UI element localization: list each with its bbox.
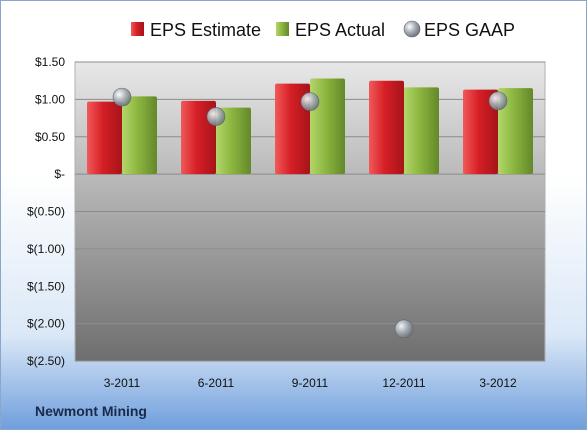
gaap-markers xyxy=(112,87,508,339)
estimate-bar xyxy=(463,89,498,175)
legend-label: EPS Actual xyxy=(295,20,385,40)
estimate-bar xyxy=(275,83,310,175)
estimate-bar xyxy=(369,80,404,175)
x-tick-label: 3-2012 xyxy=(479,376,517,390)
legend-label: EPS GAAP xyxy=(424,20,515,40)
y-tick-label: $(1.00) xyxy=(27,242,65,256)
estimate-bar xyxy=(87,101,122,175)
x-tick-label: 3-2011 xyxy=(104,376,141,390)
actual-bar xyxy=(404,87,439,175)
y-axis-ticks: $1.50 $1.00 $0.50 $- $(0.50) $(1.00) $(1.50) $(… xyxy=(27,55,65,368)
y-tick-label: $(2.50) xyxy=(27,354,65,368)
gaap-marker xyxy=(206,107,226,126)
legend-gaap-swatch xyxy=(403,20,421,38)
x-axis-ticks: 3-2011 6-2011 9-2011 12-2011 3-2012 xyxy=(104,376,517,390)
y-tick-label: $(0.50) xyxy=(27,205,65,219)
y-tick-label: $(2.00) xyxy=(27,317,65,331)
actual-bar xyxy=(216,107,251,175)
gaap-marker xyxy=(112,87,132,107)
actual-bar xyxy=(122,96,157,175)
gaap-marker xyxy=(394,319,414,339)
legend-label: EPS Estimate xyxy=(150,20,261,40)
legend-estimate-swatch xyxy=(131,22,144,36)
legend-actual-swatch xyxy=(276,22,289,36)
y-tick-label: $0.50 xyxy=(35,130,65,144)
y-tick-label: $(1.50) xyxy=(27,279,65,293)
actual-bar xyxy=(310,78,345,175)
company-name: Newmont Mining xyxy=(35,403,147,419)
x-tick-label: 9-2011 xyxy=(292,376,329,390)
gaap-marker xyxy=(300,92,320,111)
x-tick-label: 6-2011 xyxy=(198,376,235,390)
gaap-marker xyxy=(488,91,508,111)
x-tick-label: 12-2011 xyxy=(382,376,425,390)
y-tick-label: $- xyxy=(54,167,65,181)
y-tick-label: $1.50 xyxy=(35,55,65,69)
y-tick-label: $1.00 xyxy=(35,92,65,106)
actual-bar xyxy=(498,88,533,175)
legend: EPS Estimate EPS Actual EPS GAAP xyxy=(131,20,515,40)
